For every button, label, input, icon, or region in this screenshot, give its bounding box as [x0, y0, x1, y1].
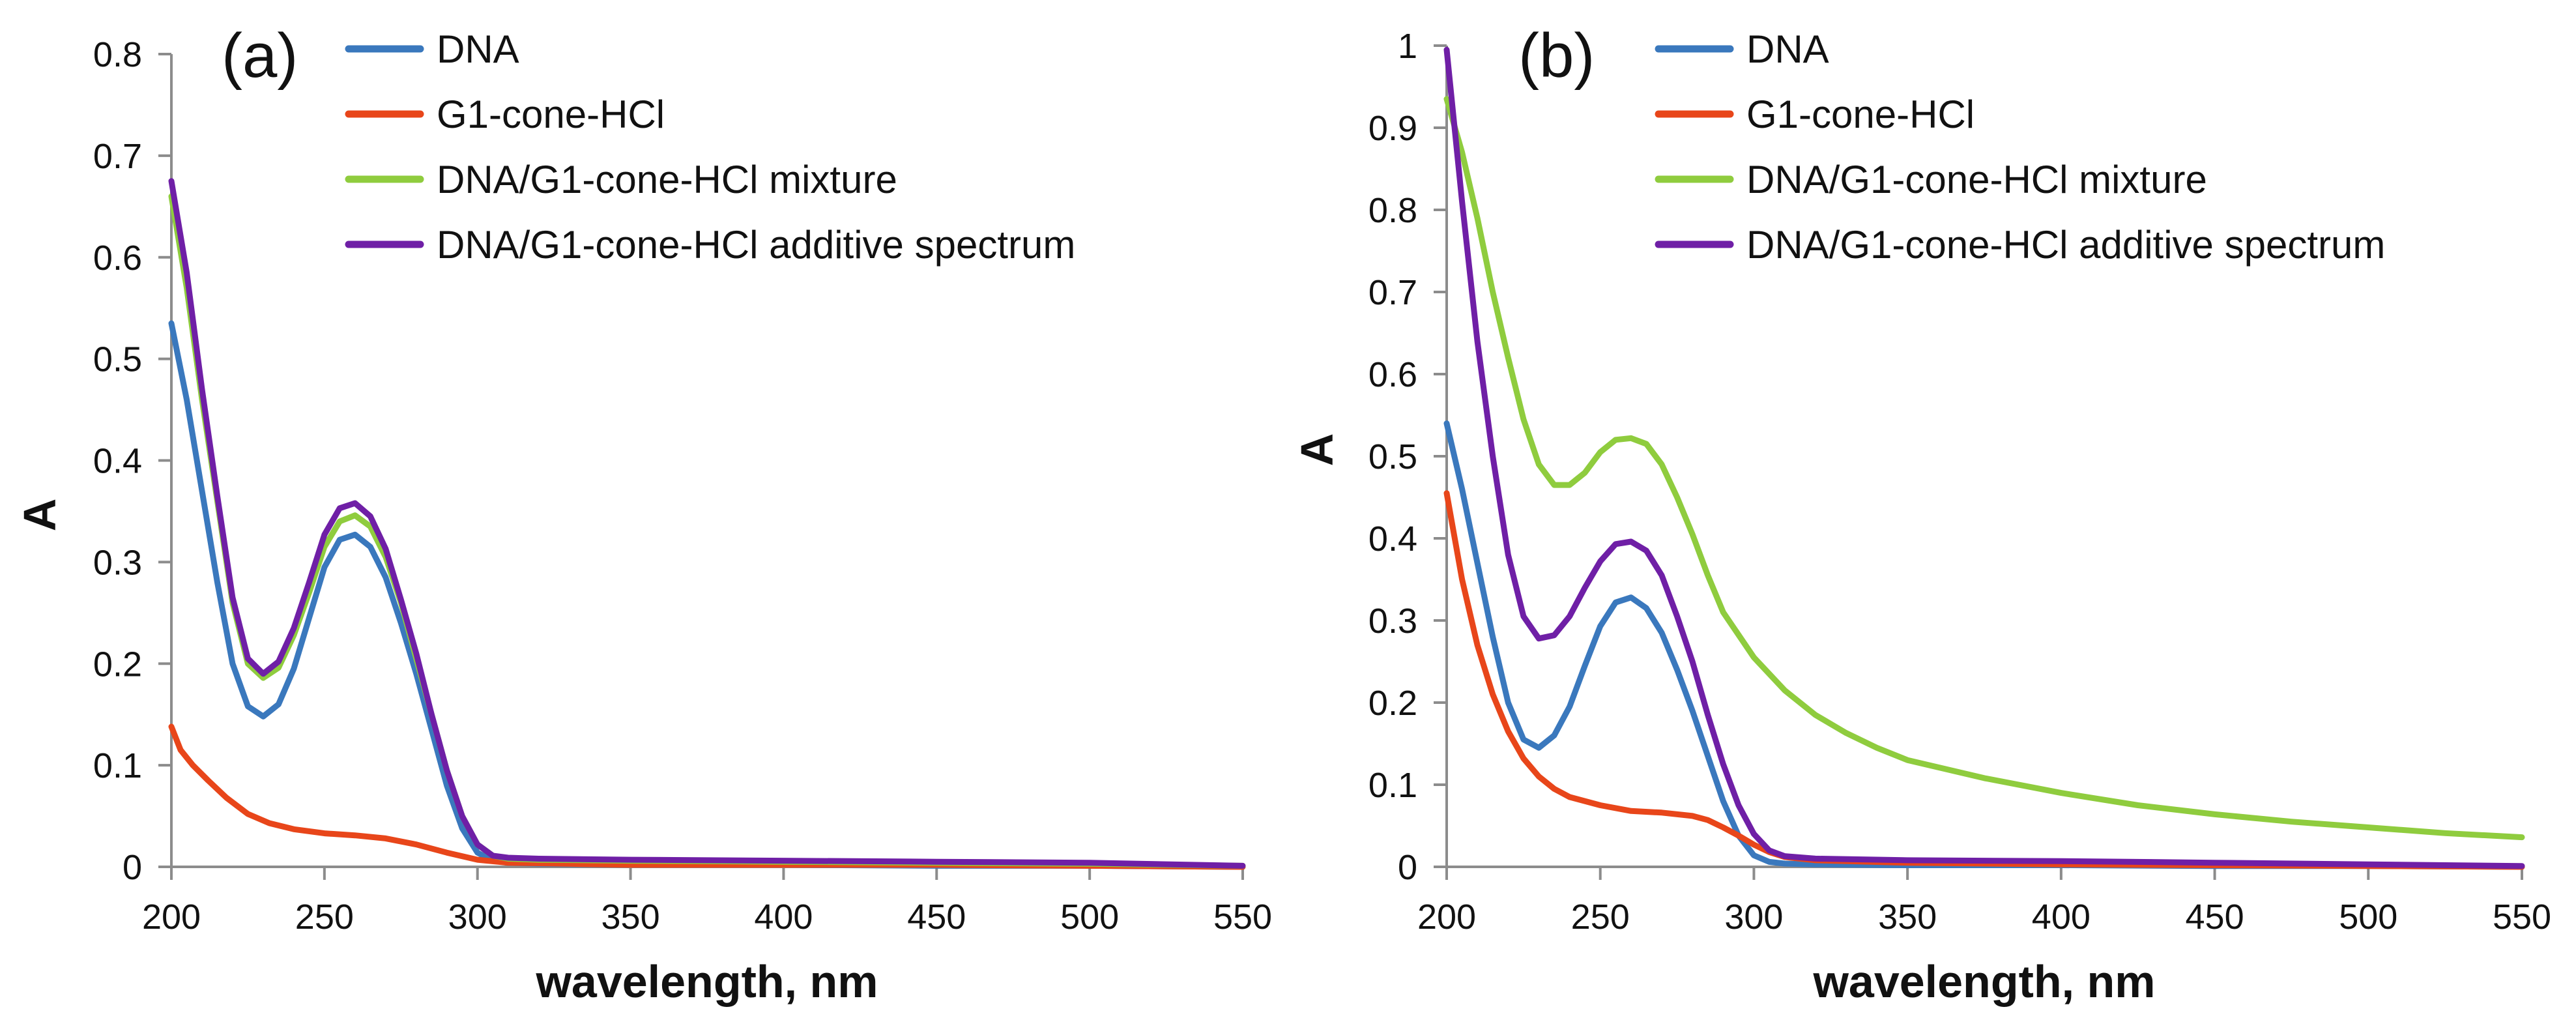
panel-label: (a) — [222, 21, 298, 91]
legend-label: DNA — [1746, 27, 1829, 71]
x-tick-label: 550 — [2493, 897, 2551, 937]
y-tick-label: 0.2 — [1368, 684, 1417, 723]
y-tick-label: 0.3 — [1368, 602, 1417, 641]
y-tick-label: 0.7 — [1368, 273, 1417, 312]
panel-b: 0 0.1 0.2 0.3 0.4 0.5 0.6 0.7 0.8 0.9 1 200 250 300 35… — [1292, 21, 2551, 1007]
y-tick-label: 0.4 — [93, 442, 142, 481]
legend-label: G1-cone-HCl — [437, 93, 665, 136]
x-tick-label: 250 — [295, 897, 354, 937]
series-line-1 — [168, 320, 1246, 870]
x-tick-label: 500 — [2339, 897, 2397, 937]
panel-a: 0 0.1 0.2 0.3 0.4 0.5 0.6 0.7 0.8 200 250 300 350 400… — [14, 21, 1272, 1007]
series-line-1 — [1443, 420, 2525, 870]
legend-label: G1-cone-HCl — [1746, 93, 1975, 136]
y-tick-label: 0 — [123, 848, 142, 887]
y-tick-label: 0.3 — [93, 543, 142, 582]
x-tick-label: 500 — [1060, 897, 1119, 937]
y-tick-label: 0.9 — [1368, 109, 1417, 148]
y-tick-label: 0.8 — [1368, 191, 1417, 230]
y-tick-label: 0.1 — [93, 746, 142, 785]
y-tick-label: 0.1 — [1368, 766, 1417, 805]
legend: DNA G1-cone-HCl DNA/G1-cone-HCl mixture DNA… — [345, 27, 1075, 267]
y-tick-label: 0.8 — [93, 35, 142, 74]
legend-label: DNA/G1-cone-HCl additive spectrum — [437, 223, 1075, 267]
x-tick-label: 550 — [1213, 897, 1272, 937]
x-tick-label: 400 — [2032, 897, 2091, 937]
y-tick-label: 0.6 — [93, 239, 142, 278]
y-tick-label: 1 — [1398, 27, 1417, 66]
legend-label: DNA/G1-cone-HCl mixture — [437, 158, 897, 201]
x-tick-label: 350 — [1878, 897, 1937, 937]
legend: DNA G1-cone-HCl DNA/G1-cone-HCl mixture DNA… — [1655, 27, 2385, 267]
y-tick-label: 0.5 — [1368, 437, 1417, 476]
x-tick-label: 300 — [1724, 897, 1783, 937]
x-tick-label: 300 — [448, 897, 507, 937]
y-axis-title: A — [14, 499, 65, 532]
series-line-4 — [168, 178, 1246, 869]
series-line-3 — [1443, 96, 2525, 841]
x-tick-label: 450 — [2186, 897, 2244, 937]
x-tick-label: 250 — [1571, 897, 1630, 937]
y-tick-label: 0 — [1398, 848, 1417, 887]
x-axis-title: wavelength, nm — [535, 956, 878, 1007]
series-line-3 — [168, 193, 1246, 869]
y-tick-label: 0.4 — [1368, 519, 1417, 559]
x-tick-label: 400 — [754, 897, 813, 937]
legend-label: DNA — [437, 27, 519, 71]
x-axis-title: wavelength, nm — [1812, 956, 2155, 1007]
x-tick-label: 450 — [907, 897, 966, 937]
y-tick-label: 0.6 — [1368, 355, 1417, 394]
x-tick-label: 200 — [142, 897, 201, 937]
x-tick-label: 200 — [1417, 897, 1476, 937]
series-line-4 — [1443, 46, 2525, 869]
panel-label: (b) — [1518, 21, 1595, 91]
legend-label: DNA/G1-cone-HCl additive spectrum — [1746, 223, 2385, 267]
y-tick-label: 0.2 — [93, 645, 142, 684]
x-tick-label: 350 — [601, 897, 660, 937]
series-line-2 — [168, 723, 1246, 870]
y-tick-label: 0.7 — [93, 137, 142, 176]
y-tick-label: 0.5 — [93, 340, 142, 379]
legend-label: DNA/G1-cone-HCl mixture — [1746, 158, 2207, 201]
y-axis-title: A — [1292, 433, 1342, 467]
